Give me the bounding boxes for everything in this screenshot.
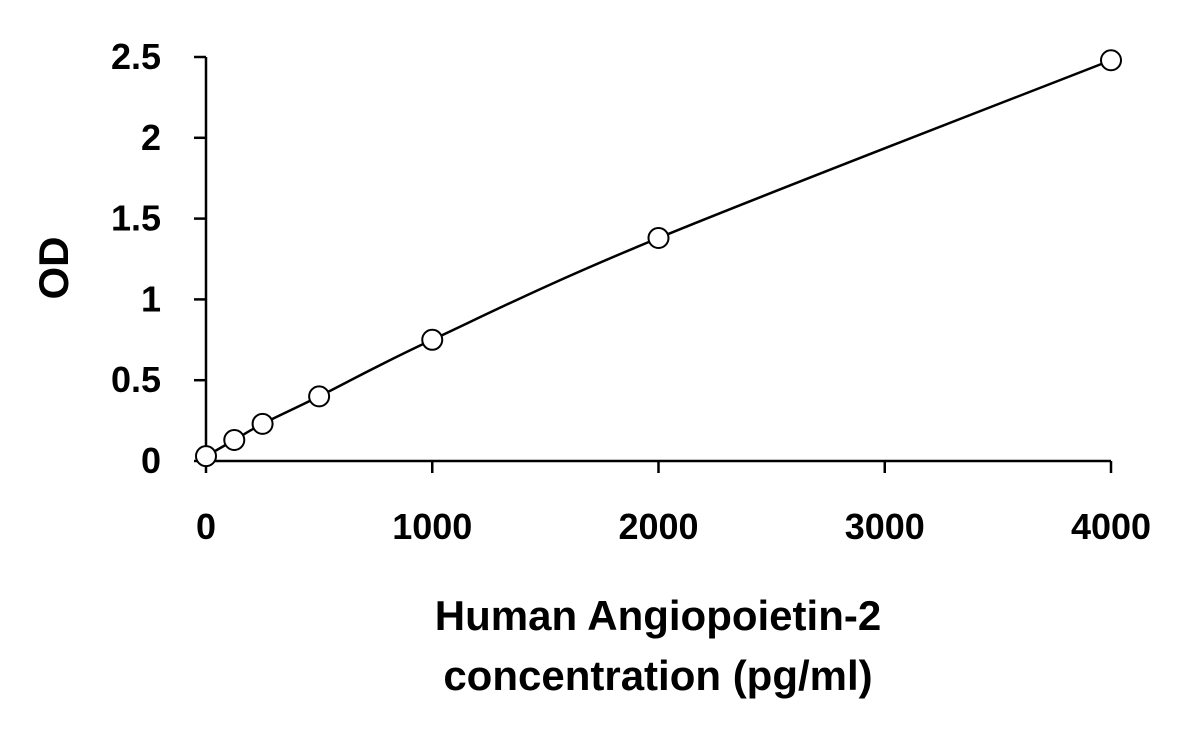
x-axis: 0 1000 2000 3000 4000 <box>196 459 1151 547</box>
data-points-group <box>195 49 1122 468</box>
y-tick-label: 0.5 <box>111 359 161 400</box>
data-point <box>223 428 246 451</box>
y-tick-label: 1 <box>141 278 161 319</box>
data-point <box>195 445 217 468</box>
x-axis-title-line-1: Human Angiopoietin-2 <box>435 592 881 639</box>
y-tick-label: 0 <box>141 440 161 481</box>
y-axis: 0 0.5 1 1.5 2 2.5 <box>111 36 208 481</box>
fit-curve <box>205 59 1112 458</box>
data-point <box>421 328 444 351</box>
data-point <box>1100 49 1122 72</box>
y-axis-title: OD <box>30 237 77 300</box>
fit-curve-group <box>205 59 1112 458</box>
y-tick-label: 2.5 <box>111 36 161 77</box>
data-point <box>647 226 670 249</box>
x-tick-label: 1000 <box>392 506 472 547</box>
x-tick-label: 0 <box>196 506 216 547</box>
x-tick-label: 4000 <box>1071 506 1151 547</box>
y-tick-label: 2 <box>141 117 161 158</box>
x-tick-label: 3000 <box>845 506 925 547</box>
data-point <box>308 385 331 408</box>
x-tick-label: 2000 <box>618 506 698 547</box>
y-tick-label: 1.5 <box>111 198 161 239</box>
x-axis-title-line-2: concentration (pg/ml) <box>443 652 872 699</box>
data-point <box>251 412 274 435</box>
